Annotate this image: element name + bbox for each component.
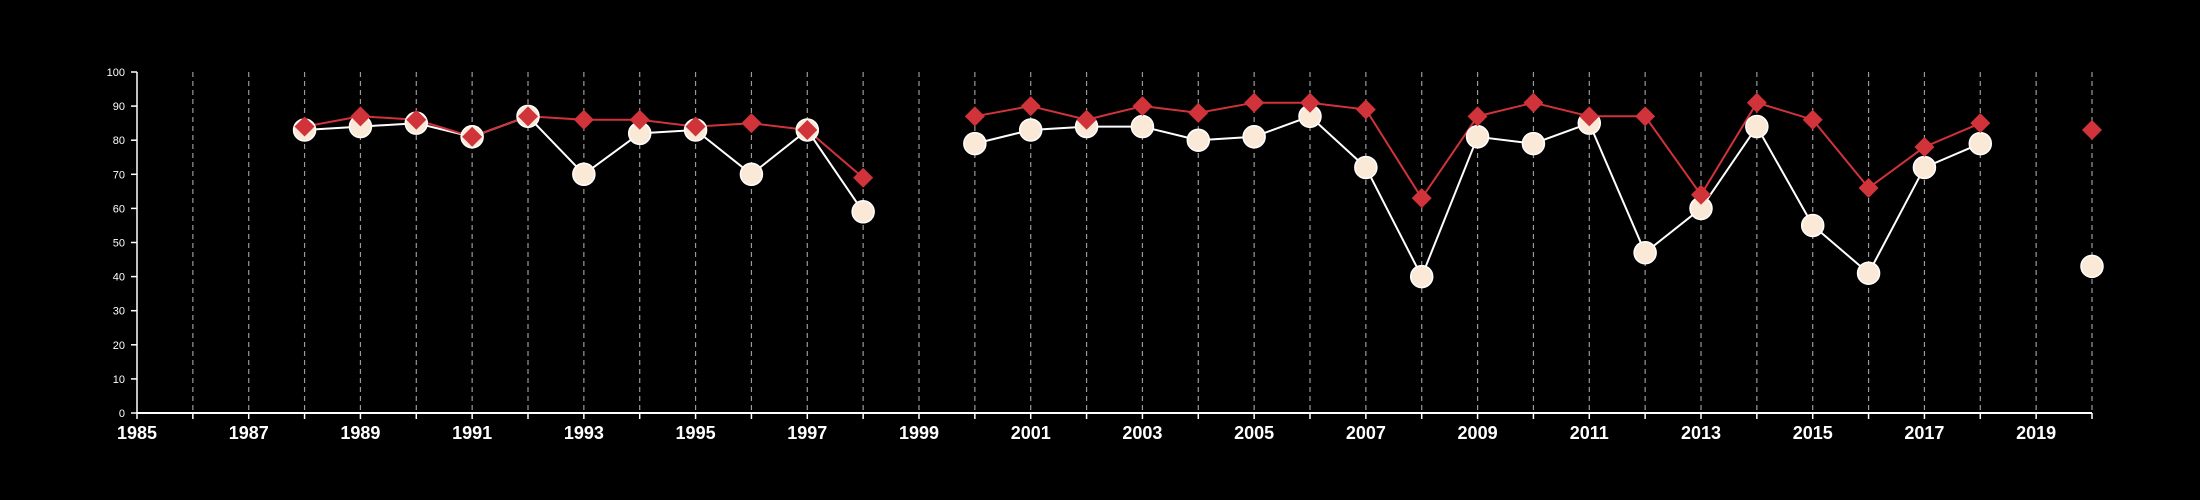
data-point-circle [1465, 125, 1490, 149]
x-tick-label: 2009 [1458, 423, 1498, 443]
data-point-circle [851, 200, 875, 224]
data-point-circle [1856, 261, 1881, 285]
x-tick-label: 2003 [1122, 423, 1162, 443]
data-point-circle [739, 162, 764, 187]
data-point-circle [1968, 131, 1993, 156]
data-point-circle [572, 162, 596, 187]
data-point-diamond [350, 106, 371, 127]
data-point-diamond [1355, 99, 1376, 120]
data-point-diamond [1523, 92, 1544, 113]
x-tick-label: 2011 [1570, 423, 1609, 443]
data-point-diamond [1300, 92, 1320, 113]
x-tick-label: 1985 [117, 423, 157, 443]
data-point-circle [1354, 155, 1378, 180]
data-point-circle [1745, 114, 1769, 139]
data-point-circle [1800, 213, 1825, 238]
data-point-diamond [573, 109, 594, 130]
x-tick-label: 2005 [1234, 423, 1274, 443]
y-tick-label: 80 [113, 135, 125, 147]
y-tick-label: 70 [113, 169, 125, 181]
x-axis: 1985 1987 1989 1991 1993 1995 1997 1999 2001 2003… [117, 412, 2093, 443]
data-point-diamond [1188, 102, 1209, 123]
x-tick-label: 2007 [1346, 423, 1386, 443]
x-tick-label: 2017 [1904, 423, 1944, 443]
data-point-diamond [1132, 96, 1153, 117]
y-tick-label: 20 [113, 340, 125, 352]
x-tick-label: 2019 [2016, 423, 2056, 443]
x-tick-label: 2015 [1793, 423, 1833, 443]
data-point-diamond [1467, 106, 1488, 127]
x-tick-label: 1987 [229, 423, 269, 443]
data-point-circle [2080, 254, 2104, 279]
y-tick-label: 50 [113, 238, 125, 250]
data-point-circle [1130, 114, 1155, 139]
data-point-diamond [1746, 92, 1767, 113]
data-point-diamond [1020, 96, 1041, 117]
data-point-diamond [629, 109, 650, 130]
data-point-diamond [1802, 109, 1823, 130]
data-point-diamond [406, 109, 427, 130]
data-point-diamond [1411, 188, 1432, 209]
data-point-diamond [518, 106, 538, 127]
x-tick-label: 2001 [1011, 423, 1051, 443]
data-point-diamond [1635, 106, 1656, 127]
y-tick-label: 40 [113, 272, 125, 284]
data-point-circle [1242, 125, 1266, 149]
y-tick-label: 100 [107, 67, 125, 79]
data-point-circle [1018, 118, 1043, 142]
x-tick-label: 2013 [1681, 423, 1721, 443]
data-point-circle [1409, 264, 1434, 289]
data-point-diamond [741, 113, 762, 134]
data-point-diamond [1914, 137, 1935, 158]
y-tick-label: 0 [119, 408, 125, 420]
y-tick-label: 90 [113, 101, 125, 113]
y-tick-label: 30 [113, 306, 125, 318]
data-point-diamond [462, 126, 483, 147]
data-point-diamond [685, 116, 706, 137]
data-point-diamond [1858, 177, 1879, 198]
data-point-diamond [1970, 113, 1991, 134]
data-point-circle [1186, 128, 1211, 152]
data-point-circle [1633, 240, 1657, 265]
x-tick-label: 1993 [564, 423, 604, 443]
data-point-diamond [853, 167, 874, 188]
y-tick-label: 10 [113, 374, 125, 386]
x-tick-label: 1997 [787, 423, 827, 443]
data-point-circle [963, 131, 987, 156]
data-point-diamond [1076, 109, 1097, 130]
y-axis: 0 10 20 30 40 50 60 70 80 90 100 [107, 67, 138, 420]
data-point-diamond [1244, 92, 1265, 113]
data-point-diamond [797, 119, 818, 140]
data-point-diamond [1691, 184, 1711, 205]
data-point-diamond [2082, 119, 2102, 140]
x-tick-label: 1989 [340, 423, 380, 443]
data-point-circle [1912, 155, 1937, 180]
x-tick-label: 1999 [899, 423, 939, 443]
y-tick-label: 60 [113, 203, 125, 215]
data-point-diamond [1579, 106, 1600, 127]
data-point-diamond [294, 116, 315, 137]
series-group [292, 92, 2104, 289]
x-tick-label: 1995 [676, 423, 716, 443]
data-point-diamond [964, 106, 985, 127]
x-tick-label: 1991 [452, 423, 492, 443]
data-point-circle [1521, 131, 1546, 156]
